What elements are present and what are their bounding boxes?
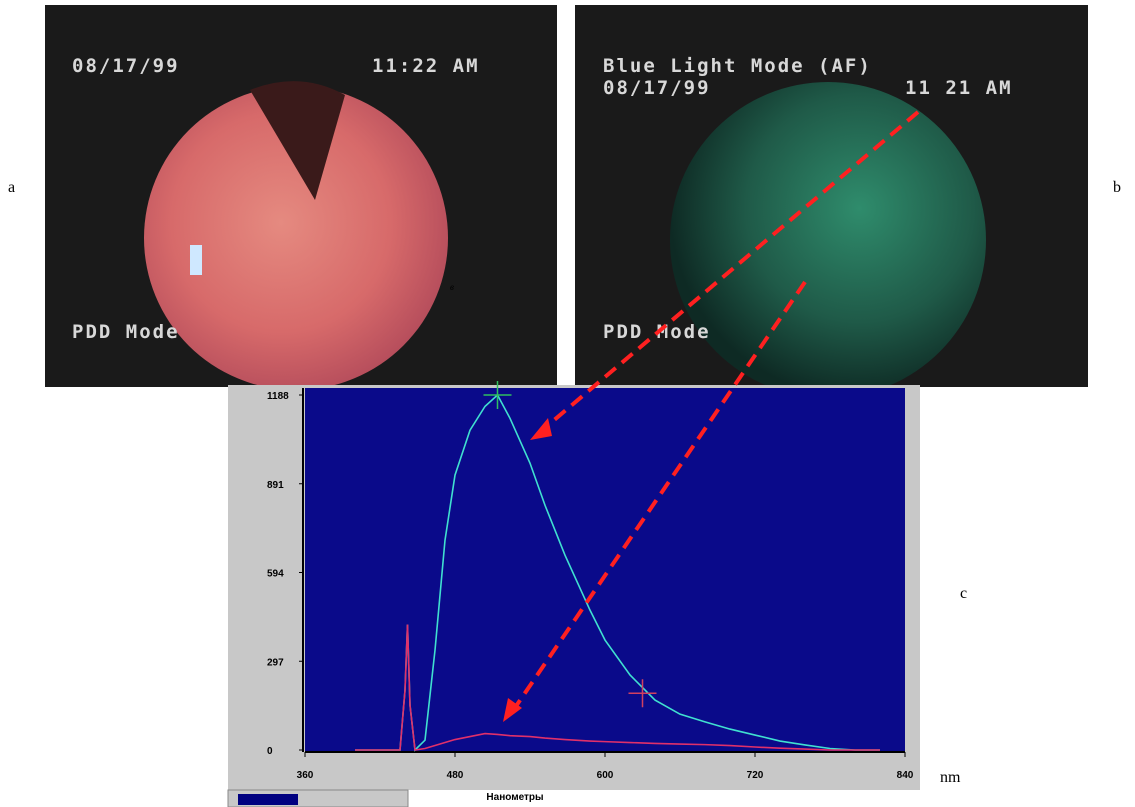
mark: в	[450, 282, 454, 292]
panel-label: c	[960, 585, 967, 602]
x-tick-label: 360	[297, 770, 314, 781]
x-tick-label: 600	[597, 770, 614, 781]
y-tick-label: 297	[267, 657, 284, 668]
y-tick-label: 1188	[267, 391, 289, 402]
y-tick-label: 891	[267, 480, 284, 491]
time: 11:22 AM	[372, 55, 480, 77]
mode-title: Blue Light Mode (AF)	[603, 55, 872, 77]
mode: PDD Mode	[72, 321, 180, 343]
y-tick-label: 0	[267, 746, 273, 757]
date: 08/17/99	[603, 77, 711, 99]
x-tick-label: 720	[747, 770, 764, 781]
panel-label: b	[1113, 179, 1121, 196]
figure: 08/17/99 11:22 AM PDD Mode в a Blue Ligh…	[0, 0, 1135, 807]
x-tick-label: 480	[447, 770, 464, 781]
x-tick-label: 840	[897, 770, 914, 781]
glare	[190, 245, 202, 275]
panel-label: a	[8, 179, 15, 196]
plot-area	[305, 388, 905, 752]
x-axis-title: Нанометры	[486, 792, 543, 803]
unit-label: nm	[940, 769, 961, 786]
taskbar-button	[238, 794, 298, 805]
y-tick-label: 594	[267, 569, 284, 580]
date: 08/17/99	[72, 55, 180, 77]
time: 11 21 AM	[905, 77, 1013, 99]
endoscope-view	[670, 82, 986, 398]
